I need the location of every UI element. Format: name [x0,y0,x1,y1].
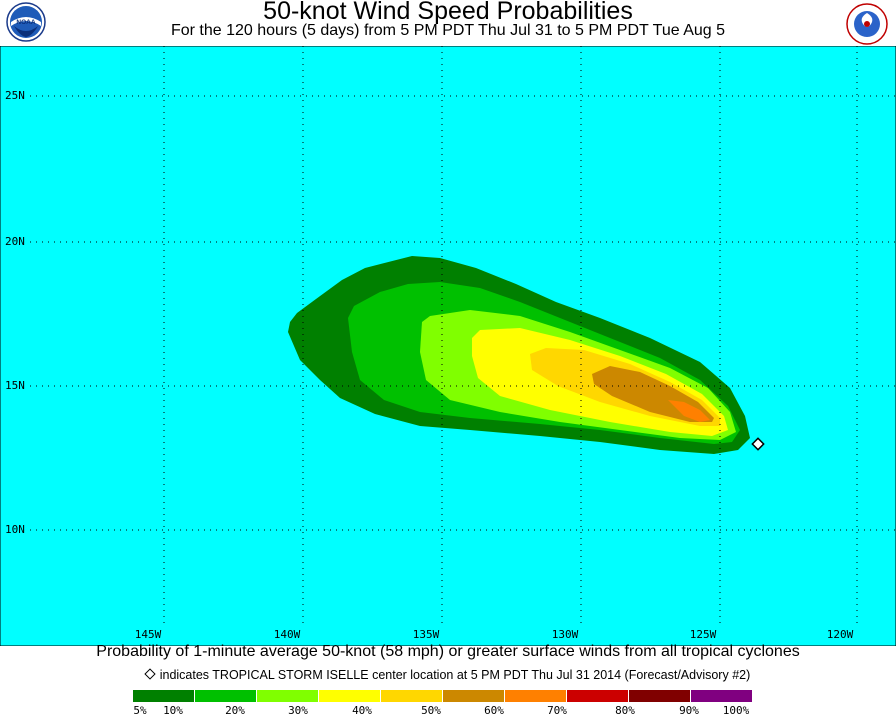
header: NOAA 50-knot Wind Speed Probabilities Fo… [0,0,896,46]
legend-label: 10% [163,704,183,717]
legend-label: 70% [547,704,567,717]
legend-swatch-50 [443,690,505,702]
legend-label: 100% [722,704,750,717]
lat-label-20n: 20N [5,235,25,248]
page-title: 50-knot Wind Speed Probabilities [263,0,633,25]
legend-swatch-90 [691,690,753,702]
lat-label-10n: 10N [5,523,25,536]
legend-label: 30% [288,704,308,717]
legend-swatch-80 [629,690,691,702]
legend-swatch-60 [505,690,567,702]
color-legend [133,690,753,702]
lat-label-25n: 25N [5,89,25,102]
diamond-icon [144,668,156,680]
graticule [30,46,896,626]
legend-swatch-70 [567,690,629,702]
lat-label-15n: 15N [5,379,25,392]
lon-label-125w: 125W [690,628,717,641]
legend-swatch-5 [133,690,195,702]
legend-swatch-30 [319,690,381,702]
lon-label-120w: 120W [827,628,854,641]
lon-label-145w: 145W [135,628,162,641]
legend-label: 5% [133,704,147,717]
lon-label-135w: 135W [413,628,440,641]
legend-swatch-10 [195,690,257,702]
storm-center-diamond-icon [751,437,765,451]
lon-label-140w: 140W [274,628,301,641]
lon-label-130w: 130W [552,628,579,641]
storm-note: indicates TROPICAL STORM ISELLE center l… [0,668,896,682]
legend-label: 90% [679,704,699,717]
legend-label: 50% [421,704,441,717]
legend-label: 20% [225,704,245,717]
legend-swatch-40 [381,690,443,702]
storm-note-text: indicates TROPICAL STORM ISELLE center l… [159,668,751,682]
prob-contour-60 [668,400,710,422]
legend-swatch-20 [257,690,319,702]
svg-text:NOAA: NOAA [16,19,35,26]
map-caption: Probability of 1-minute average 50-knot … [96,643,800,660]
legend-labels: 5% 10% 20% 30% 40% 50% 60% 70% 80% 90% 1… [0,704,896,717]
page-subtitle: For the 120 hours (5 days) from 5 PM PDT… [170,22,726,39]
probability-map: 25N 20N 15N 10N 145W 140W 135W 130W 125W… [0,46,896,646]
nws-logo [844,2,890,51]
noaa-logo: NOAA [6,2,46,47]
legend-label: 80% [615,704,635,717]
legend-label: 40% [352,704,372,717]
legend-label: 60% [484,704,504,717]
